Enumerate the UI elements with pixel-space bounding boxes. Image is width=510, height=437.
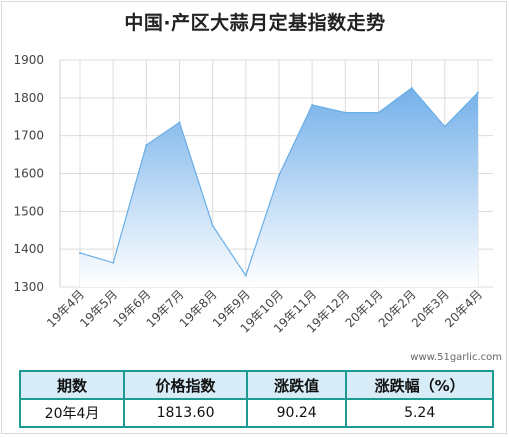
area-chart: 1300 1400 1500 1600 1700 1800 1900 19年4月19年5月1… (13, 53, 493, 336)
data-point (244, 274, 247, 277)
y-tick-label: 1600 (13, 167, 44, 181)
y-tick-label: 1900 (13, 53, 44, 67)
watermark: www.51garlic.com (410, 352, 502, 363)
summary-table: 期数 价格指数 涨跌值 涨跌幅（%） 20年4月 1813.60 90.24 5… (18, 370, 494, 428)
chart-title: 中国·产区大蒜月定基指数走势 (124, 12, 386, 34)
data-point (344, 111, 347, 114)
data-point (443, 125, 446, 128)
cell-period: 20年4月 (18, 398, 126, 428)
y-tick-label: 1500 (13, 204, 44, 218)
data-point (410, 86, 413, 89)
data-point (178, 121, 181, 124)
area-series (79, 86, 479, 287)
data-point (311, 104, 314, 107)
data-point (377, 111, 380, 114)
y-tick-label: 1400 (13, 242, 44, 256)
data-point (477, 91, 479, 94)
y-tick-label: 1700 (13, 129, 44, 143)
area-fill (80, 88, 478, 287)
header-period: 期数 (18, 370, 126, 400)
cell-price-index: 1813.60 (123, 398, 249, 428)
header-change-percent: 涨跌幅（%） (345, 370, 494, 400)
data-point (112, 261, 115, 264)
header-change-value: 涨跌值 (246, 370, 348, 400)
data-point (278, 174, 280, 177)
y-tick-label: 1300 (13, 280, 44, 294)
data-point (79, 251, 81, 254)
cell-change-value: 90.24 (246, 398, 348, 428)
header-price-index: 价格指数 (123, 370, 249, 400)
y-axis-ticks: 1300 1400 1500 1600 1700 1800 1900 (13, 53, 44, 294)
y-tick-label: 1800 (13, 91, 44, 105)
x-axis-ticks: 19年4月19年5月19年6月19年7月19年8月19年9月19年10月19年1… (44, 287, 485, 335)
summary-header-row: 期数 价格指数 涨跌值 涨跌幅（%） (18, 370, 494, 400)
cell-change-percent: 5.24 (345, 398, 494, 428)
data-point (211, 224, 214, 227)
data-point (145, 144, 148, 147)
summary-data-row: 20年4月 1813.60 90.24 5.24 (18, 398, 494, 428)
